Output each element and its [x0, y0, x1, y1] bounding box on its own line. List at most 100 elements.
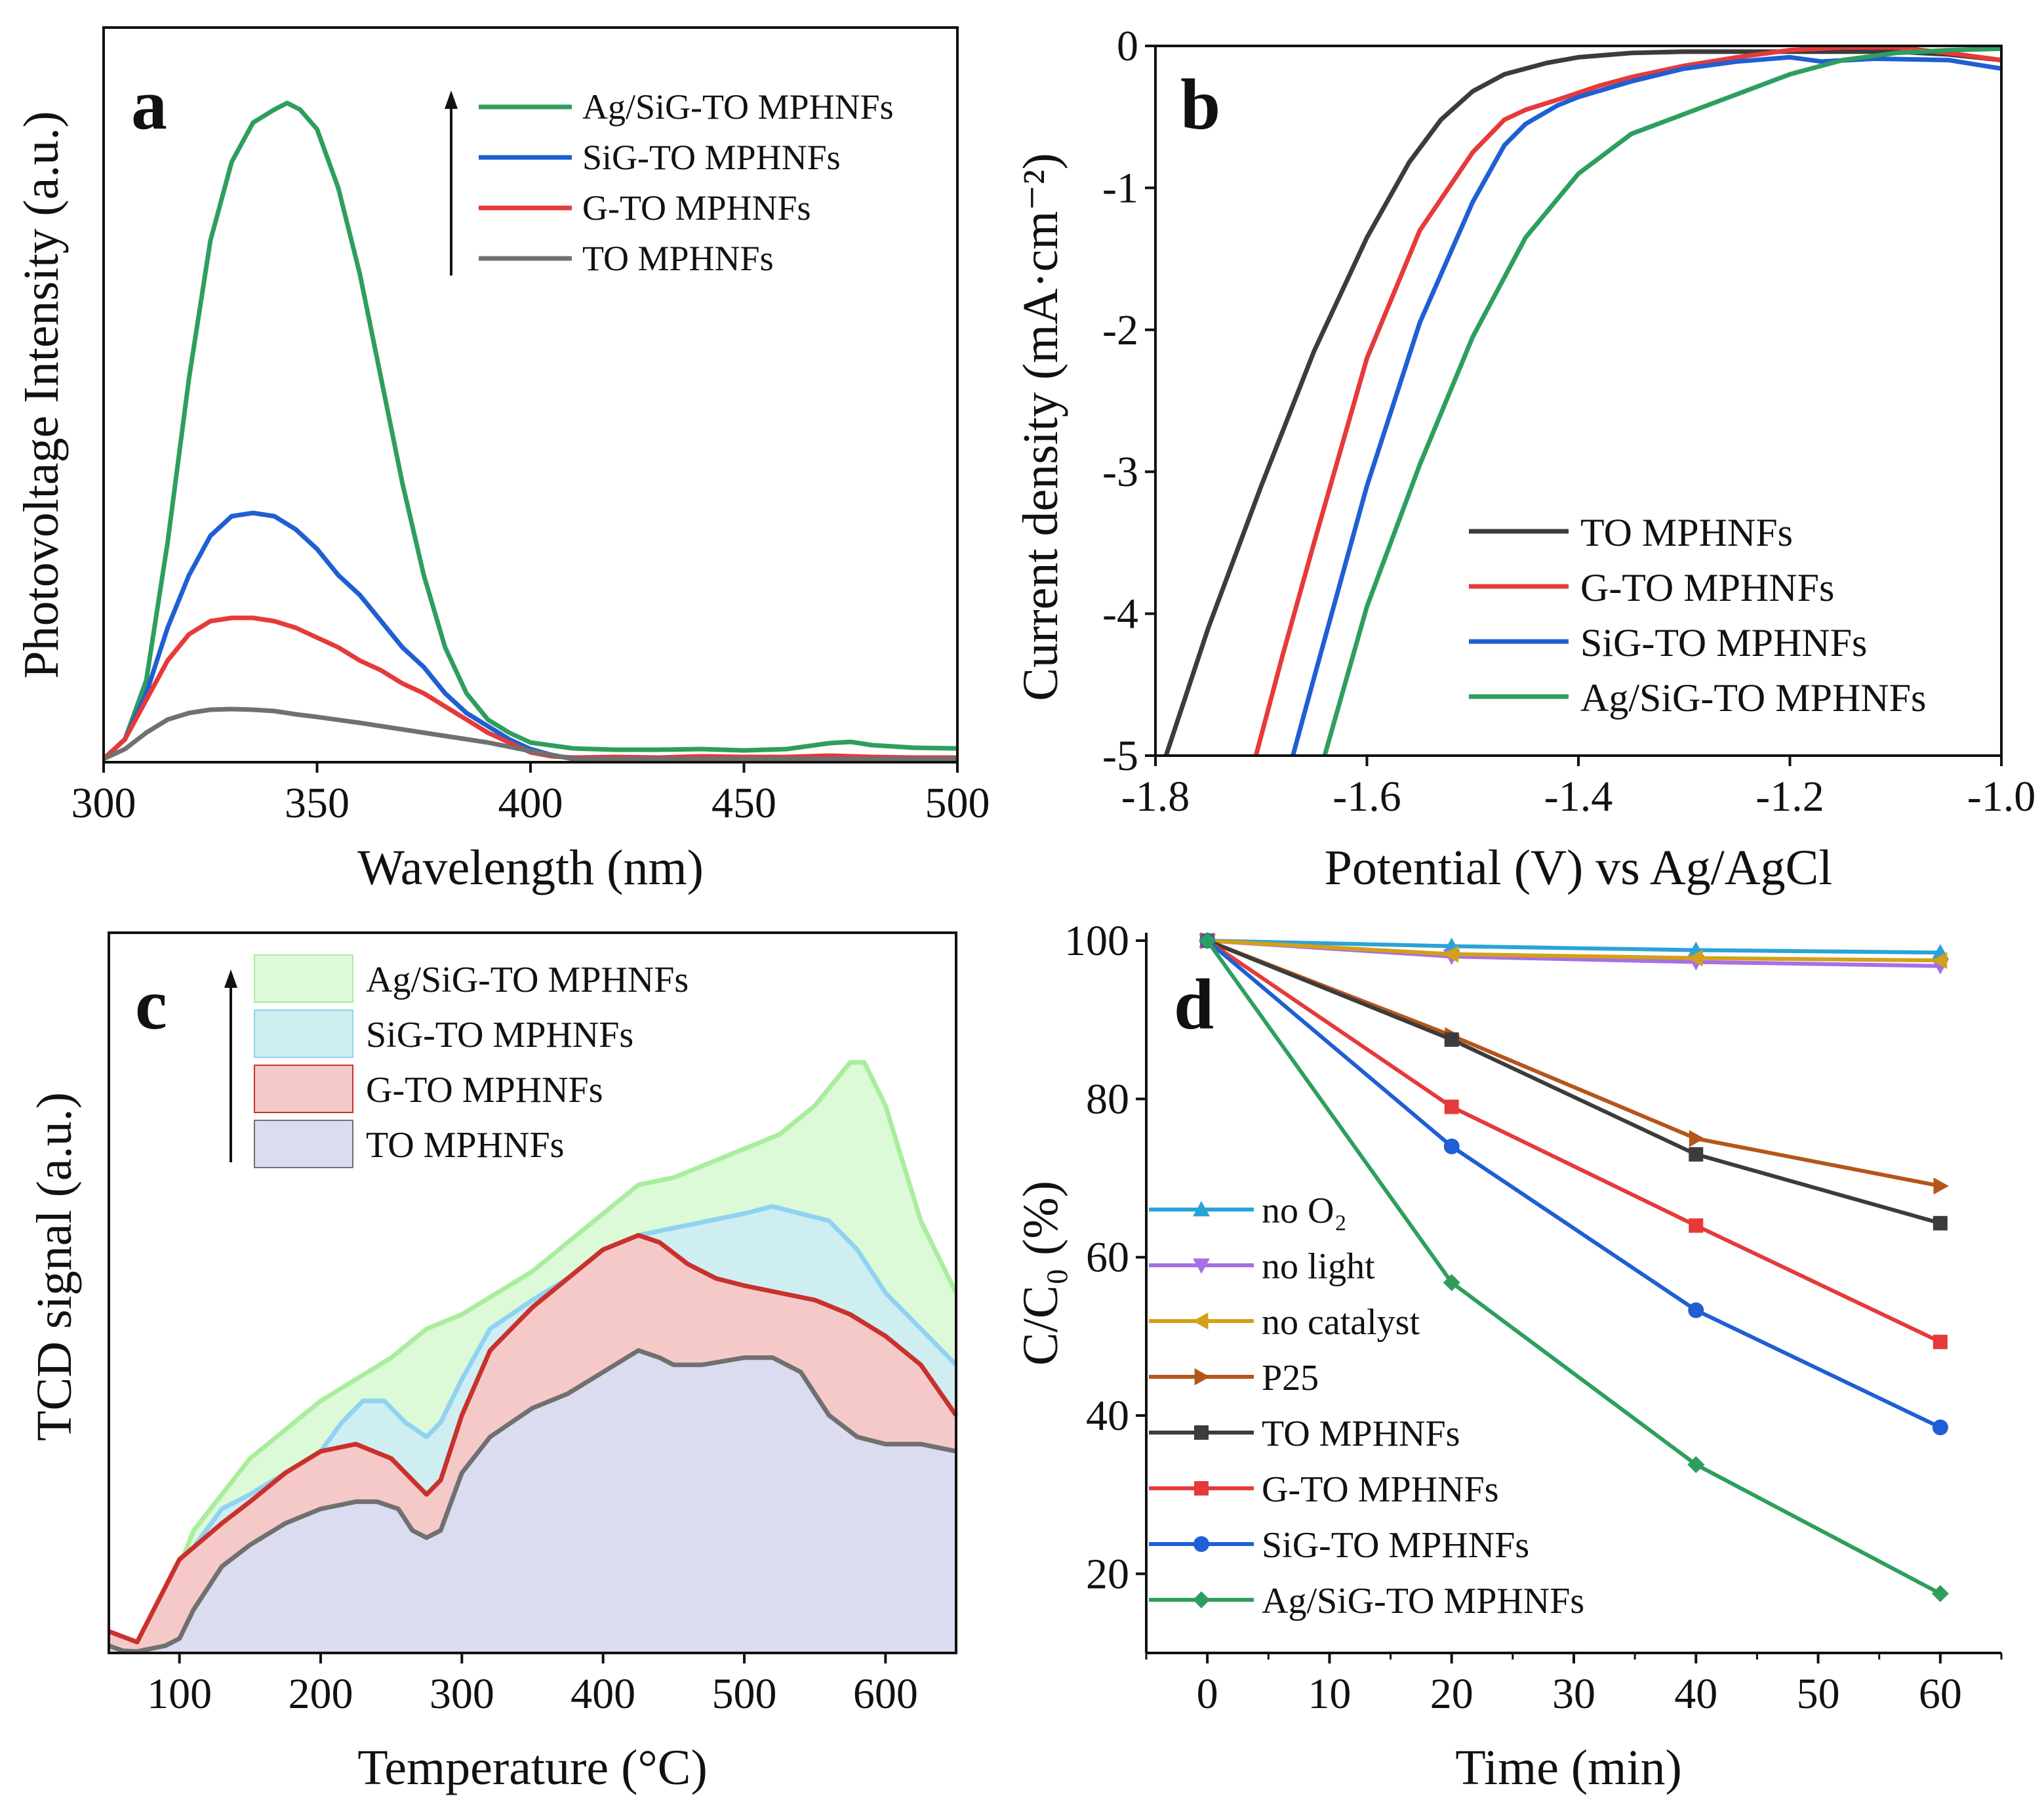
x-tick-label: -1.4 [1544, 773, 1613, 821]
legend-label: G-TO MPHNFs [1580, 566, 1834, 609]
legend-label: Ag/SiG-TO MPHNFs [366, 960, 689, 1000]
x-tick-label: 400 [498, 779, 563, 827]
x-axis-label: Temperature (°C) [357, 1740, 708, 1795]
legend-label: G-TO MPHNFs [582, 188, 811, 228]
x-tick-label: 20 [1430, 1670, 1473, 1718]
data-point [1193, 1258, 1210, 1274]
x-axis-label: Wavelength (nm) [357, 840, 704, 895]
y-tick-label: 40 [1086, 1392, 1129, 1440]
legend-swatch [254, 1120, 353, 1168]
x-tick-label: -1.2 [1755, 773, 1824, 821]
series-line [1207, 939, 1940, 955]
series-line [1253, 46, 2001, 756]
data-point [1193, 1591, 1210, 1608]
legend-label: SiG-TO MPHNFs [1262, 1525, 1529, 1566]
data-point [1932, 1419, 1948, 1436]
panel-c: 100 200 300 400 500 600 Temperature (°C) TCD si… [27, 931, 959, 1795]
legend-label: SiG-TO MPHNFs [582, 138, 841, 177]
data-point [1689, 1130, 1705, 1147]
data-point [1933, 1215, 1948, 1231]
x-tick-label: 600 [853, 1670, 918, 1718]
data-point [1194, 1368, 1210, 1385]
x-axis-label: Potential (V) vs Ag/AgCl [1325, 840, 1833, 895]
plot-frame [108, 931, 957, 1654]
series-line [1322, 46, 2001, 756]
panel-letter: a [131, 64, 167, 144]
data-point [1193, 1313, 1209, 1330]
x-axis-label: Time (min) [1455, 1740, 1682, 1795]
data-point [1931, 1585, 1949, 1602]
legend-label: Ag/SiG-TO MPHNFs [582, 87, 894, 127]
legend-label: P25 [1262, 1358, 1319, 1398]
panel-letter: b [1180, 64, 1220, 144]
data-point [1194, 1425, 1209, 1440]
legend-swatch [254, 954, 353, 1003]
series-area [109, 1350, 956, 1653]
x-tick-label: 60 [1919, 1670, 1962, 1718]
legend-label: no light [1262, 1246, 1375, 1287]
series-line [102, 100, 958, 761]
data-point [1687, 1456, 1705, 1473]
y-tick-label: -2 [1102, 306, 1138, 354]
panel-d: 0 10 20 30 40 50 60 20 40 60 80 100 Time (min) C/C₀ (… [1013, 917, 2003, 1795]
x-tick-label: 500 [925, 779, 990, 827]
data-point [1444, 1099, 1459, 1114]
panel-a: 300 350 400 450 500 Wavelength (nm) Photovolta… [14, 26, 990, 895]
data-point [1688, 1302, 1704, 1318]
x-tick-label: 50 [1797, 1670, 1840, 1718]
data-point [1194, 1481, 1209, 1496]
y-tick-label: 100 [1064, 917, 1129, 965]
data-point [1689, 1147, 1704, 1162]
series-line [1206, 939, 1942, 1344]
y-tick-label: -5 [1102, 732, 1138, 780]
x-tick-label: 450 [711, 779, 776, 827]
data-point [1199, 932, 1216, 950]
legend-label: G-TO MPHNFs [366, 1070, 603, 1110]
y-tick-label: -4 [1102, 590, 1138, 638]
data-point [1193, 1536, 1209, 1552]
data-point [1931, 952, 1948, 969]
y-axis-label: Current density (mA·cm⁻²) [1013, 153, 1068, 701]
x-tick-label: 100 [147, 1670, 212, 1718]
x-tick-label: -1.0 [1967, 773, 2035, 821]
legend-label: no catalyst [1262, 1302, 1420, 1343]
legend-arrowhead [224, 969, 237, 988]
x-tick-label: 300 [430, 1670, 494, 1718]
series-line [1206, 939, 1942, 1429]
series-line [102, 706, 957, 762]
series-line [108, 1060, 959, 1644]
data-point [1443, 945, 1459, 963]
y-axis-label: C/C₀ (%) [1013, 1181, 1068, 1366]
series-line [1206, 939, 1941, 1225]
y-tick-label: -3 [1102, 448, 1138, 496]
panel-letter: d [1174, 964, 1214, 1044]
series-line [1207, 939, 1941, 1189]
legend-label: SiG-TO MPHNFs [1580, 621, 1867, 664]
data-point [1443, 1138, 1460, 1154]
data-point [1933, 1177, 1949, 1195]
legend-swatch [254, 1009, 353, 1058]
data-point [1444, 1032, 1459, 1047]
plot-background [104, 28, 957, 762]
data-point [1443, 1274, 1460, 1292]
legend-swatch [254, 1065, 353, 1113]
series-line [1207, 939, 1940, 963]
y-axis-label: TCD signal (a.u.) [27, 1092, 82, 1441]
y-tick-label: 20 [1086, 1550, 1129, 1598]
legend-arrowhead [445, 91, 458, 109]
legend-label: TO MPHNFs [366, 1125, 564, 1166]
y-tick-label: 0 [1117, 22, 1138, 70]
x-tick-label: 200 [289, 1670, 353, 1718]
legend-label: Ag/SiG-TO MPHNFs [1262, 1581, 1584, 1621]
data-point [1687, 949, 1703, 967]
legend-label: TO MPHNFs [1580, 511, 1793, 554]
x-tick-label: 400 [571, 1670, 635, 1718]
data-point [1933, 1334, 1948, 1349]
y-tick-label: 60 [1086, 1234, 1129, 1282]
legend-label: Ag/SiG-TO MPHNFs [1580, 676, 1926, 720]
panel-b: -1.8 -1.6 -1.4 -1.2 -1.0 -5 -4 -3 -2 -1 0 Potential… [1013, 22, 2035, 895]
x-tick-label: 30 [1552, 1670, 1595, 1718]
y-tick-label: -1 [1102, 164, 1138, 212]
legend-label: TO MPHNFs [582, 239, 774, 278]
series-line [108, 1232, 958, 1644]
